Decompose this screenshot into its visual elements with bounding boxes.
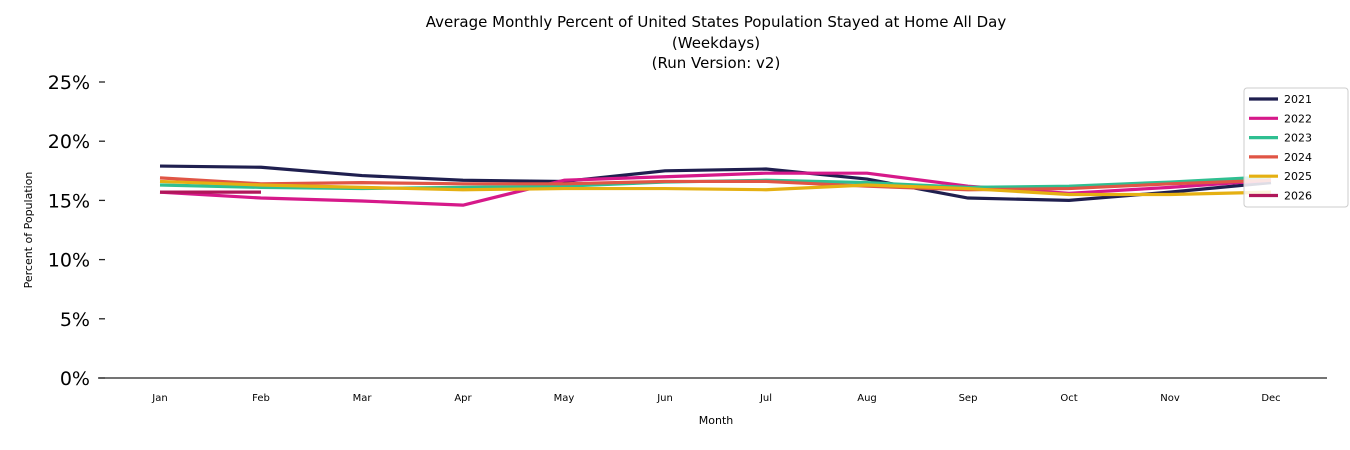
y-axis-label: Percent of Population bbox=[22, 172, 35, 289]
series-line-2025 bbox=[159, 179, 1272, 197]
legend: 2021 2022 2023 2024 2025 2026 bbox=[1243, 87, 1349, 208]
x-tick-label: Jul bbox=[759, 393, 772, 404]
y-tick-label: 10% bbox=[48, 250, 90, 272]
legend-label-2021: 2021 bbox=[1284, 93, 1312, 106]
x-tick-label: Feb bbox=[252, 393, 270, 404]
x-tick-label: Aug bbox=[857, 393, 877, 404]
legend-label-2026: 2026 bbox=[1284, 190, 1312, 203]
x-tick-label: Nov bbox=[1160, 393, 1180, 404]
x-tick-label: Oct bbox=[1060, 393, 1077, 404]
x-tick-label: Sep bbox=[959, 393, 978, 404]
x-tick-label: May bbox=[554, 393, 575, 404]
x-tick-label: Apr bbox=[454, 393, 472, 404]
y-tick-label: 20% bbox=[48, 131, 90, 153]
chart-subtitle-run-version: (Run Version: v2) bbox=[652, 54, 781, 72]
y-tick-label: 5% bbox=[60, 309, 90, 331]
series-line-2022 bbox=[159, 171, 1272, 207]
series-line-2021 bbox=[159, 164, 1272, 202]
chart-subtitle: (Weekdays) bbox=[672, 34, 760, 52]
y-tick-label: 0% bbox=[60, 368, 90, 390]
legend-label-2023: 2023 bbox=[1284, 132, 1312, 145]
chart-title: Average Monthly Percent of United States… bbox=[426, 13, 1007, 31]
x-tick-label: Jun bbox=[656, 393, 673, 404]
x-tick-label: Mar bbox=[353, 393, 373, 404]
legend-label-2022: 2022 bbox=[1284, 112, 1312, 125]
legend-label-2024: 2024 bbox=[1284, 151, 1312, 164]
y-tick-label: 15% bbox=[48, 190, 90, 212]
x-tick-label: Jan bbox=[151, 393, 167, 404]
y-tick-label: 25% bbox=[48, 72, 90, 94]
x-axis-label: Month bbox=[699, 414, 734, 427]
series-line-2024 bbox=[159, 176, 1272, 192]
x-tick-label: Dec bbox=[1261, 393, 1280, 404]
legend-label-2025: 2025 bbox=[1284, 170, 1312, 183]
